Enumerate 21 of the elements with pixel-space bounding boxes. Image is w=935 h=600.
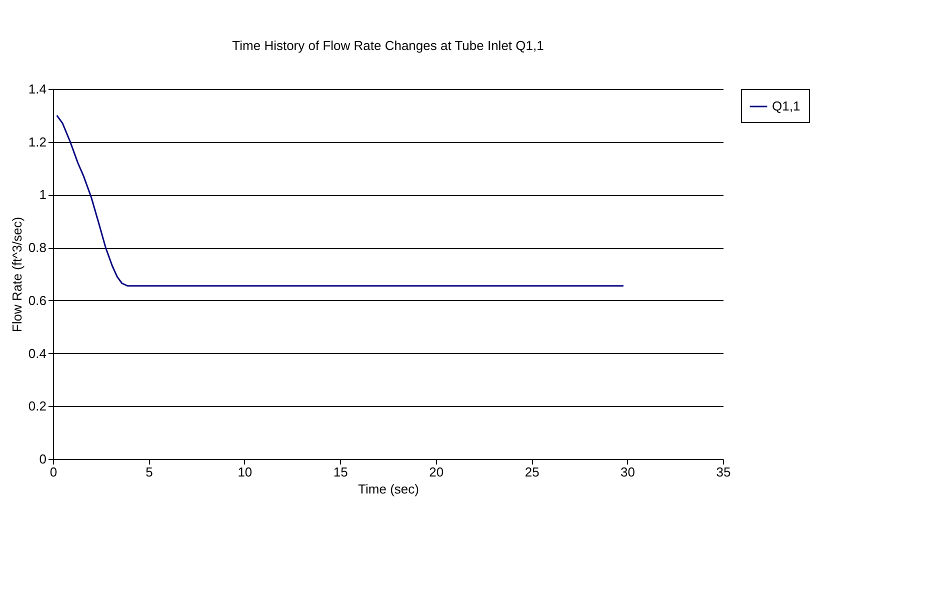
y-tick-label: 0.6 — [28, 292, 46, 308]
x-tick-label: 25 — [524, 464, 540, 480]
x-tick-label: 0 — [50, 464, 58, 480]
y-tick-label: 1.4 — [28, 82, 46, 96]
y-tick-label: 1.2 — [28, 134, 46, 150]
x-tick-label: 20 — [429, 464, 444, 480]
x-tick-label: 35 — [716, 464, 731, 480]
y-tick-label: 0.4 — [28, 346, 46, 361]
y-tick-label: 1 — [39, 187, 46, 202]
x-axis-title: Time (sec) — [358, 482, 419, 496]
legend-label: Q1,1 — [772, 98, 800, 114]
y-axis-title: Flow Rate (ft^3/sec) — [9, 216, 24, 332]
line-series — [56, 114, 624, 287]
y-tick-label: 0.8 — [28, 240, 46, 256]
y-tick-label: 0 — [39, 452, 46, 466]
x-tick-label: 5 — [146, 464, 153, 480]
x-tick-label: 30 — [620, 464, 636, 480]
x-tick-label: 15 — [333, 464, 348, 480]
x-tick-label: 10 — [238, 464, 252, 480]
y-tick-label: 0.2 — [28, 398, 46, 414]
chart-title: Time History of Flow Rate Changes at Tube Inlet Q1,1 — [232, 38, 544, 53]
